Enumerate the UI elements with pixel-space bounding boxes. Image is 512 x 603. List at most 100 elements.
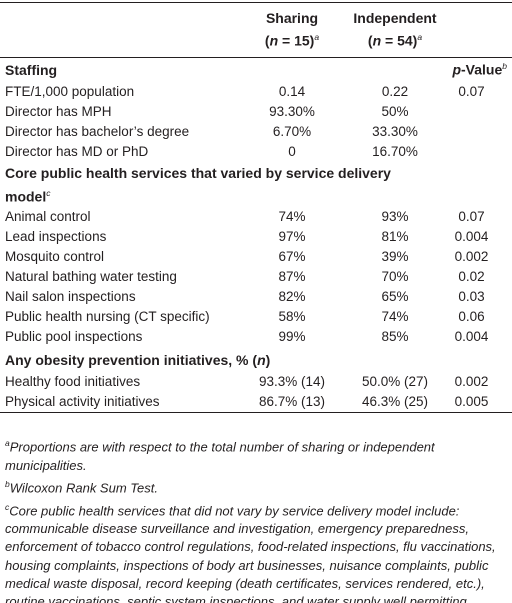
table-cell: 33.30% xyxy=(372,123,418,139)
text-segment: ( xyxy=(367,32,373,49)
table-row: Director has bachelor’s degree 6.70% 33.30… xyxy=(0,121,512,141)
text-segment: Sharing xyxy=(265,10,319,27)
table-cell: 74% xyxy=(381,309,409,325)
section-heading-text: Core public health services that varied … xyxy=(5,163,405,207)
column-title: Sharing xyxy=(237,9,347,28)
footnotes: aProportions are with respect to the tot… xyxy=(5,434,505,603)
table-cell: 0.002 xyxy=(454,374,489,390)
text-segment: n xyxy=(269,32,279,49)
row-label: Physical activity initiatives xyxy=(0,391,237,413)
section-heading: Core public health services that varied … xyxy=(0,161,512,207)
table-row: Director has MD or PhD 0 16.70% xyxy=(0,141,512,161)
text-segment: b xyxy=(5,478,10,489)
table-cell: 86.7% (13) xyxy=(237,391,347,413)
table-cell: 6.70% xyxy=(272,123,312,139)
table-cell: 50% xyxy=(381,103,409,119)
row-label: Director has bachelor’s degree xyxy=(5,123,190,139)
table-cell: 99% xyxy=(278,329,306,345)
text-segment: = 54) xyxy=(381,32,418,49)
table-row: Animal control 74% 93% 0.07 xyxy=(0,207,512,227)
column-header: Independent (n = 54)a xyxy=(347,2,443,58)
footnote: bWilcoxon Rank Sum Test. xyxy=(5,475,505,498)
row-label: Public health nursing (CT specific) xyxy=(5,309,210,325)
table-cell: 0.004 xyxy=(454,329,489,345)
text-segment: a xyxy=(314,32,320,43)
table-cell: 93.3% (14) xyxy=(258,374,326,390)
table-row: Public health nursing (CT specific) 58% 74… xyxy=(0,307,512,327)
row-label: Mosquito control xyxy=(5,249,105,265)
section-row: Any obesity prevention initiatives, % (n… xyxy=(0,347,512,372)
header-row: Sharing (n = 15)a Independent (n = 54)a xyxy=(0,2,512,58)
table-cell xyxy=(443,141,512,161)
table-cell: 0.06 xyxy=(458,309,485,325)
text-segment: Core public health services that did not… xyxy=(5,502,496,603)
table-row: Mosquito control 67% 39% 0.002 xyxy=(0,247,512,267)
text-segment: n xyxy=(372,32,382,49)
table-row: Public pool inspections 99% 85% 0.004 xyxy=(0,327,512,347)
table-cell: 87% xyxy=(278,269,306,285)
table-body: Sharing (n = 15)a Independent (n = 54)a Staf… xyxy=(0,2,512,413)
column-subtitle: (n = 15)a xyxy=(237,28,347,51)
row-label: Healthy food initiatives xyxy=(5,374,141,390)
table-row: Natural bathing water testing 87% 70% 0.02 xyxy=(0,267,512,287)
table-cell xyxy=(443,101,512,121)
table-row: Director has MPH 93.30% 50% xyxy=(0,101,512,121)
row-label: Animal control xyxy=(5,209,91,225)
text-segment: b xyxy=(502,61,507,72)
table-cell: 58% xyxy=(278,309,306,325)
text-segment: = 15) xyxy=(278,32,315,49)
footnote: aProportions are with respect to the tot… xyxy=(5,434,505,475)
table-cell: 0.22 xyxy=(381,83,409,99)
table-row: FTE/1,000 population 0.14 0.22 0.07 xyxy=(0,81,512,101)
table-cell: 0.03 xyxy=(458,289,485,305)
table-cell: 82% xyxy=(278,289,306,305)
table-cell: 67% xyxy=(278,249,306,265)
table-cell xyxy=(443,121,512,141)
row-label: Director has MPH xyxy=(5,103,112,119)
section-heading: Staffing xyxy=(0,58,443,82)
text-segment: a xyxy=(417,32,423,43)
text-segment: Any obesity prevention initiatives, % ( xyxy=(5,352,258,369)
table-row: Nail salon inspections 82% 65% 0.03 xyxy=(0,287,512,307)
table-row: Physical activity initiatives 86.7% (13) 4… xyxy=(0,391,512,413)
row-label: Nail salon inspections xyxy=(5,289,136,305)
row-label: Natural bathing water testing xyxy=(5,269,177,285)
table-cell: 0.07 xyxy=(458,83,485,99)
header-cell xyxy=(0,2,237,58)
column-subtitle: (n = 54)a xyxy=(347,28,443,51)
text-segment: -Value xyxy=(461,61,503,78)
section-row: Core public health services that varied … xyxy=(0,161,512,207)
text-segment: Staffing xyxy=(5,61,58,78)
table-row: Healthy food initiatives 93.3% (14) 50.0% … xyxy=(0,372,512,392)
section-heading: Any obesity prevention initiatives, % (n… xyxy=(0,347,512,372)
column-header: Sharing (n = 15)a xyxy=(237,2,347,58)
row-label: Director has MD or PhD xyxy=(5,143,149,159)
text-segment: Independent xyxy=(353,10,437,27)
text-segment: c xyxy=(5,501,10,512)
table-cell: 0 xyxy=(288,143,296,159)
text-segment: Proportions are with respect to the tota… xyxy=(5,439,435,473)
row-label: Lead inspections xyxy=(5,229,107,245)
text-segment: n xyxy=(257,352,266,369)
table-cell: 0.14 xyxy=(278,83,306,99)
section-row: Staffing p-Valueb xyxy=(0,58,512,82)
table-cell: 85% xyxy=(381,329,409,345)
table-cell: 97% xyxy=(278,229,306,245)
table-cell: 0.002 xyxy=(454,249,489,265)
table-cell: 16.70% xyxy=(372,143,418,159)
data-table: Sharing (n = 15)a Independent (n = 54)a Staf… xyxy=(0,2,512,413)
text-segment: p xyxy=(452,61,462,78)
text-segment: Wilcoxon Rank Sum Test. xyxy=(9,480,158,496)
section-heading-text: Any obesity prevention initiatives, % (n… xyxy=(5,350,485,370)
column-title: Independent xyxy=(347,9,443,28)
footnote: cCore public health services that did no… xyxy=(5,498,505,603)
table-cell: 74% xyxy=(278,209,306,225)
row-label: Public pool inspections xyxy=(5,329,143,345)
text-segment: Core public health services that varied … xyxy=(5,165,391,205)
header-cell xyxy=(443,2,512,58)
text-segment: ( xyxy=(264,32,270,49)
table-cell: 0.07 xyxy=(458,209,485,225)
text-segment: c xyxy=(46,188,51,198)
table-cell: 0.005 xyxy=(443,391,512,413)
